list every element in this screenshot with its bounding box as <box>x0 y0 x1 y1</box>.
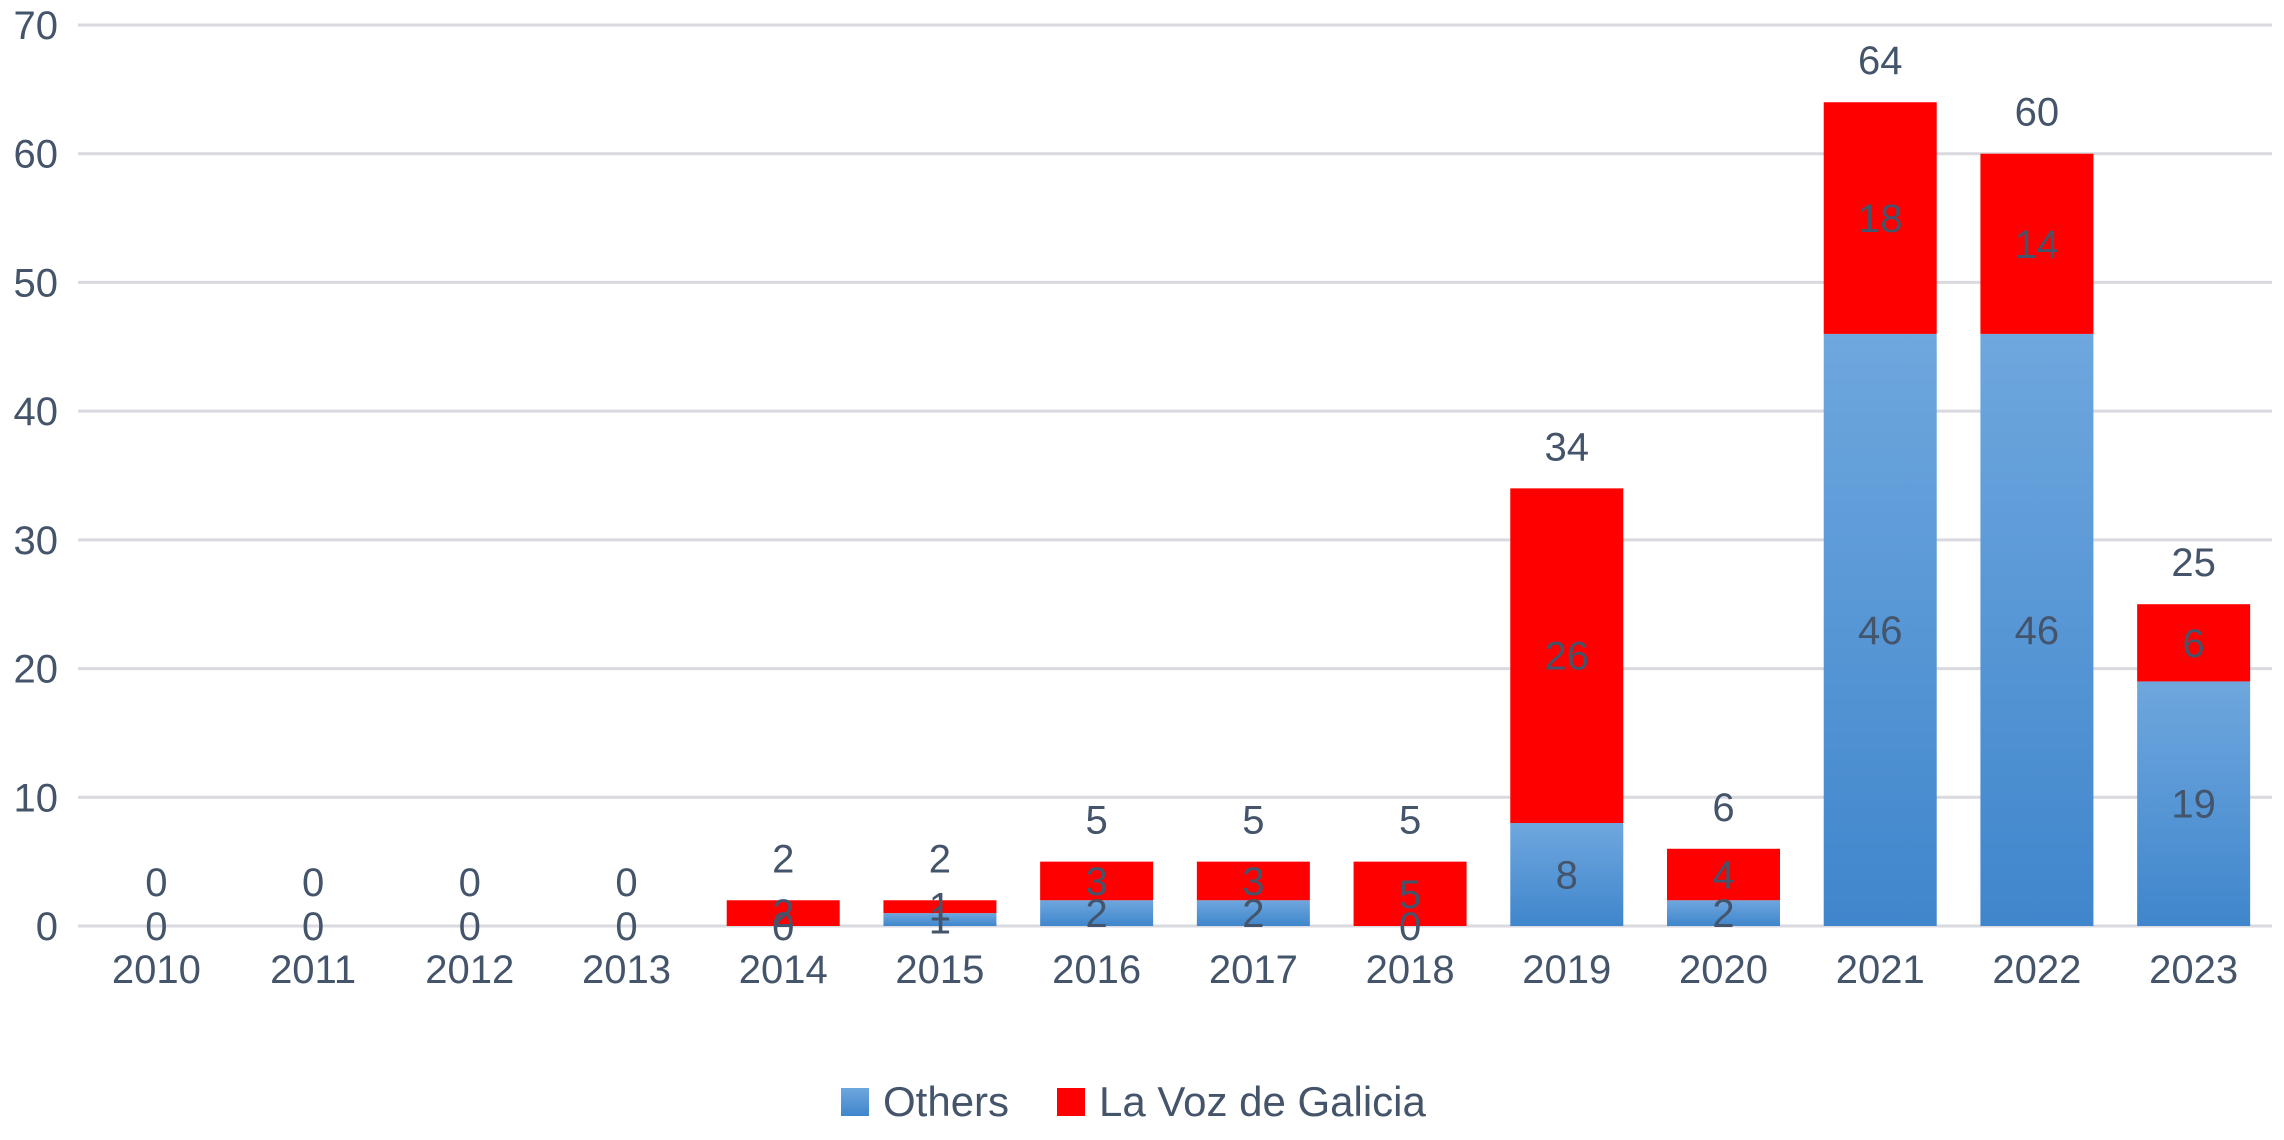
data-label-others-2016: 2 <box>1086 892 1108 936</box>
bar-others-2017 <box>1196 900 1310 926</box>
x-tick-label-2020: 2020 <box>1679 948 1768 992</box>
bar-la-voz-de-galicia-2023 <box>2137 604 2251 682</box>
bar-others-2022 <box>1980 333 2094 926</box>
x-tick-label-2011: 2011 <box>270 948 356 992</box>
total-label-2015: 2 <box>929 837 951 881</box>
data-label-la-voz-de-galicia-2011: 0 <box>302 861 324 905</box>
y-tick-label-20: 20 <box>14 648 59 692</box>
bar-la-voz-de-galicia-2018 <box>1353 861 1467 926</box>
data-label-la-voz-de-galicia-2021: 18 <box>1858 197 1903 241</box>
legend: Others La Voz de Galicia <box>841 1078 1427 1125</box>
bar-la-voz-de-galicia-2020 <box>1667 848 1780 901</box>
legend-label-others: Others <box>883 1078 1009 1125</box>
x-tick-label-2018: 2018 <box>1366 948 1455 992</box>
y-tick-label-50: 50 <box>14 261 59 305</box>
data-label-others-2018: 0 <box>1399 905 1421 949</box>
data-label-la-voz-de-galicia-2012: 0 <box>459 861 481 905</box>
data-label-others-2019: 8 <box>1556 854 1578 898</box>
y-tick-label-30: 30 <box>14 519 59 563</box>
legend-swatch-la-voz-de-galicia <box>1057 1088 1085 1116</box>
bar-la-voz-de-galicia-2019 <box>1510 488 1624 824</box>
total-label-2023: 25 <box>2171 541 2216 585</box>
x-tick-label-2010: 2010 <box>112 948 201 992</box>
bar-la-voz-de-galicia-2014 <box>726 900 840 926</box>
bar-la-voz-de-galicia-2015 <box>883 900 997 914</box>
data-label-la-voz-de-galicia-2016: 3 <box>1086 860 1108 904</box>
bar-others-2016 <box>1040 900 1154 926</box>
x-tick-label-2013: 2013 <box>582 948 671 992</box>
data-label-others-2014: 0 <box>772 905 794 949</box>
data-label-la-voz-de-galicia-2014: 2 <box>772 892 794 936</box>
x-tick-label-2019: 2019 <box>1522 948 1611 992</box>
data-labels: 0000000002211223523505582634246461864461… <box>145 39 2216 949</box>
total-label-2020: 6 <box>1712 786 1734 830</box>
bars <box>726 102 2251 926</box>
data-label-others-2021: 46 <box>1858 609 1903 653</box>
y-tick-label-0: 0 <box>36 905 58 949</box>
data-label-la-voz-de-galicia-2020: 4 <box>1712 854 1734 898</box>
data-label-others-2023: 19 <box>2171 783 2216 827</box>
bar-la-voz-de-galicia-2016 <box>1040 861 1154 901</box>
data-label-la-voz-de-galicia-2013: 0 <box>615 861 637 905</box>
data-label-others-2012: 0 <box>459 905 481 949</box>
total-label-2016: 5 <box>1086 799 1108 843</box>
x-tick-label-2022: 2022 <box>1992 948 2081 992</box>
data-label-la-voz-de-galicia-2023: 6 <box>2183 622 2205 666</box>
data-label-others-2011: 0 <box>302 905 324 949</box>
data-label-la-voz-de-galicia-2015: 1 <box>929 886 951 930</box>
x-tick-label-2017: 2017 <box>1209 948 1298 992</box>
legend-label-la-voz-de-galicia: La Voz de Galicia <box>1099 1078 1427 1125</box>
bar-la-voz-de-galicia-2017 <box>1196 861 1310 901</box>
total-label-2022: 60 <box>2015 91 2060 135</box>
data-label-la-voz-de-galicia-2010: 0 <box>145 861 167 905</box>
bar-others-2015 <box>883 913 997 926</box>
x-tick-label-2023: 2023 <box>2149 948 2238 992</box>
x-tick-label-2015: 2015 <box>895 948 984 992</box>
total-label-2014: 2 <box>772 837 794 881</box>
gridlines <box>78 23 2272 928</box>
x-axis-tick-labels: 2010 2011 2012 2013 2014 2015 2016 2017 2018 2019… <box>112 948 2238 992</box>
total-label-2021: 64 <box>1858 39 1903 83</box>
total-label-2019: 34 <box>1545 425 1590 469</box>
data-label-others-2022: 46 <box>2015 609 2060 653</box>
data-label-la-voz-de-galicia-2018: 5 <box>1399 873 1421 917</box>
data-label-la-voz-de-galicia-2017: 3 <box>1242 860 1264 904</box>
bar-la-voz-de-galicia-2022 <box>1980 153 2094 334</box>
bar-others-2021 <box>1823 333 1937 926</box>
total-label-2017: 5 <box>1242 799 1264 843</box>
bar-others-2019 <box>1510 823 1624 926</box>
bar-la-voz-de-galicia-2021 <box>1823 102 1937 334</box>
y-axis-tick-labels: 0 10 20 30 40 50 60 70 <box>14 4 59 949</box>
x-tick-label-2012: 2012 <box>425 948 514 992</box>
data-label-others-2020: 2 <box>1712 892 1734 936</box>
x-tick-label-2014: 2014 <box>739 948 828 992</box>
data-label-others-2017: 2 <box>1242 892 1264 936</box>
data-label-others-2010: 0 <box>145 905 167 949</box>
y-tick-label-40: 40 <box>14 390 59 434</box>
data-label-la-voz-de-galicia-2022: 14 <box>2015 223 2060 267</box>
x-tick-label-2016: 2016 <box>1052 948 1141 992</box>
total-label-2018: 5 <box>1399 799 1421 843</box>
legend-swatch-others <box>841 1088 869 1116</box>
bar-others-2023 <box>2137 681 2251 926</box>
data-label-others-2015: 1 <box>929 899 951 943</box>
y-tick-label-60: 60 <box>14 133 59 177</box>
x-tick-label-2021: 2021 <box>1836 948 1925 992</box>
y-tick-label-10: 10 <box>14 776 59 820</box>
y-tick-label-70: 70 <box>14 4 59 48</box>
bar-others-2020 <box>1667 900 1780 926</box>
data-label-others-2013: 0 <box>615 905 637 949</box>
data-label-la-voz-de-galicia-2019: 26 <box>1545 635 1590 679</box>
